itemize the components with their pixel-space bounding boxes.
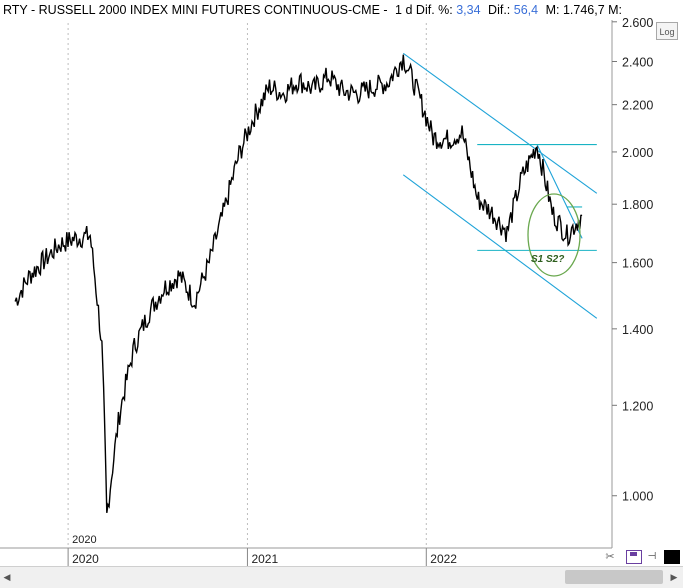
trendline-channel-upper <box>402 52 598 194</box>
trendlines <box>402 52 598 319</box>
scroll-left-arrow-icon[interactable]: ◀ <box>3 572 11 582</box>
trendline-short-trend <box>536 144 583 239</box>
dif-value: 56,4 <box>513 3 539 17</box>
x-tick-label: 2022 <box>430 552 457 566</box>
color-square-icon[interactable] <box>664 550 680 564</box>
scroll-right-arrow-icon[interactable]: ▶ <box>670 572 678 582</box>
period-label: 1 d <box>395 3 413 17</box>
dif-pct-label: Dif. %: <box>415 3 453 17</box>
x-axis-ticks: 2020 2021 2022 2020 <box>67 534 457 566</box>
chart-header: RTY - RUSSELL 2000 INDEX MINI FUTURES CO… <box>0 0 623 20</box>
save-icon[interactable] <box>626 550 642 564</box>
scissors-icon[interactable]: ✂ <box>605 551 615 563</box>
price-series-line <box>14 54 583 513</box>
y-tick-label: 1.600 <box>622 257 653 271</box>
highlight-circle <box>527 193 581 277</box>
x-top-year-label: 2020 <box>72 534 96 546</box>
dif-label: Dif.: <box>488 3 511 17</box>
pin-icon[interactable]: ⊣ <box>647 551 657 562</box>
y-tick-label: 2.000 <box>622 146 653 160</box>
horizontal-scrollbar[interactable]: ◀ ▶ <box>0 566 683 588</box>
symbol-title: RTY - RUSSELL 2000 INDEX MINI FUTURES CO… <box>3 3 388 17</box>
x-tick-label: 2020 <box>72 552 99 566</box>
y-tick-label: 1.400 <box>622 323 653 337</box>
m-label: M: <box>545 3 560 17</box>
y-tick-label: 2.400 <box>622 56 653 70</box>
vertical-gridlines <box>67 18 427 548</box>
y-tick-label: 1.000 <box>622 490 653 504</box>
y-tick-label: 2.600 <box>622 16 653 30</box>
y-axis-ticks: 2.600 2.400 2.200 2.000 1.800 1.600 1.400 1.200… <box>612 16 653 504</box>
m-value: 1.746,7 M: 1.6 <box>562 3 623 17</box>
y-tick-label: 2.200 <box>622 99 653 113</box>
y-tick-label: 1.800 <box>622 198 653 212</box>
x-tick-label: 2021 <box>251 552 278 566</box>
log-scale-button[interactable]: Log <box>656 22 678 40</box>
trendline-channel-lower <box>402 174 598 319</box>
scrollbar-thumb[interactable] <box>565 570 663 584</box>
annotation-s1-s2: S1 S2? <box>531 254 564 265</box>
y-tick-label: 1.200 <box>622 399 653 413</box>
dif-pct-value: 3,34 <box>456 3 481 17</box>
